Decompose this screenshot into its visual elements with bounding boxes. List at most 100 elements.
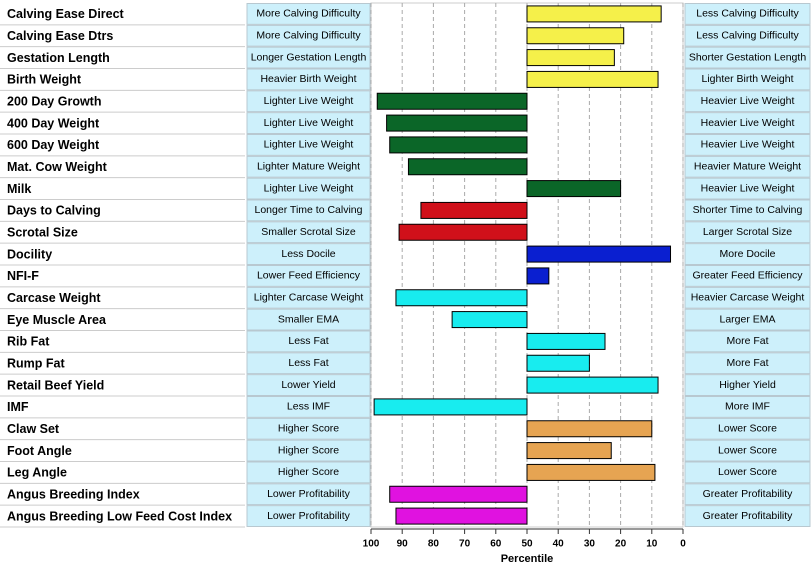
left-description: More Calving Difficulty: [256, 30, 361, 42]
left-box: [246, 352, 371, 375]
right-description: More IMF: [725, 401, 770, 413]
right-box: [684, 374, 811, 396]
row-label: Carcase Weight: [7, 291, 101, 305]
right-box: [684, 265, 811, 287]
x-tick-label: 0: [680, 539, 686, 550]
right-description: Lighter Birth Weight: [701, 73, 793, 85]
bar: [407, 158, 528, 176]
x-tick-label: 60: [490, 539, 502, 550]
left-box: [246, 505, 371, 527]
right-description: Lower Score: [718, 466, 777, 478]
left-box: [246, 308, 371, 331]
row-label: 400 Day Weight: [7, 116, 100, 130]
left-box: [246, 90, 371, 113]
row-label: Days to Calving: [7, 204, 101, 218]
left-description: Longer Gestation Length: [251, 51, 367, 63]
left-description: Less Fat: [288, 357, 328, 369]
right-box: [684, 199, 811, 222]
left-description: Lighter Live Weight: [264, 117, 354, 129]
bar: [389, 485, 528, 503]
right-box: [684, 330, 811, 353]
row-label: Claw Set: [7, 422, 60, 436]
right-box: [684, 308, 811, 331]
bar: [526, 332, 606, 350]
bar: [395, 289, 528, 307]
bar: [526, 27, 625, 45]
right-description: Less Calving Difficulty: [696, 8, 799, 20]
left-description: Lighter Mature Weight: [257, 161, 360, 173]
row-label: NFI-F: [7, 269, 39, 283]
left-box: [246, 177, 371, 200]
bar: [526, 442, 612, 460]
left-box: [246, 3, 371, 25]
row-label: Retail Beef Yield: [7, 378, 104, 392]
left-box: [246, 68, 371, 91]
right-description: More Fat: [726, 335, 768, 347]
right-description: Greater Profitability: [703, 510, 794, 522]
left-box: [246, 396, 371, 418]
left-box: [246, 112, 371, 134]
bar: [526, 70, 659, 88]
right-description: Larger Scrotal Size: [703, 226, 792, 238]
bar: [386, 114, 528, 132]
left-description: Lower Feed Efficiency: [257, 270, 361, 282]
row-label: 200 Day Growth: [7, 95, 101, 109]
bar: [526, 267, 550, 285]
right-description: Larger EMA: [719, 313, 775, 325]
right-box: [684, 112, 811, 134]
left-box: [246, 439, 371, 462]
right-box: [684, 243, 811, 266]
left-description: More Calving Difficulty: [256, 8, 361, 20]
right-description: Heavier Live Weight: [701, 117, 795, 129]
bar: [526, 49, 615, 67]
bar: [398, 223, 528, 241]
left-box: [246, 374, 371, 396]
left-description: Less Fat: [288, 335, 328, 347]
right-description: Greater Profitability: [703, 488, 794, 500]
right-description: Shorter Time to Calving: [693, 204, 803, 216]
right-box: [684, 461, 811, 484]
bar: [526, 5, 662, 23]
bar: [451, 311, 528, 329]
left-description: Smaller Scrotal Size: [261, 226, 356, 238]
x-tick-label: 30: [584, 539, 596, 550]
row-label: Calving Ease Dtrs: [7, 29, 113, 43]
right-box: [684, 483, 811, 506]
bar: [389, 136, 528, 154]
right-box: [684, 505, 811, 527]
row-label: Calving Ease Direct: [7, 7, 125, 21]
bar: [376, 92, 528, 110]
left-description: Less IMF: [287, 401, 330, 413]
right-box: [684, 221, 811, 244]
right-box: [684, 90, 811, 113]
left-box: [246, 243, 371, 266]
left-description: Lighter Live Weight: [264, 139, 354, 151]
left-description: Less Docile: [281, 248, 335, 260]
right-box: [684, 68, 811, 91]
x-axis-title: Percentile: [501, 553, 554, 565]
bar: [526, 180, 622, 198]
right-description: Heavier Live Weight: [701, 139, 795, 151]
bar: [526, 420, 653, 438]
x-tick-label: 70: [459, 539, 471, 550]
x-tick-label: 40: [553, 539, 565, 550]
row-label: Docility: [7, 247, 52, 261]
right-description: Less Calving Difficulty: [696, 30, 799, 42]
x-tick-label: 90: [397, 539, 409, 550]
row-label: Leg Angle: [7, 466, 67, 480]
row-label: IMF: [7, 400, 29, 414]
right-box: [684, 134, 811, 156]
right-box: [684, 155, 811, 178]
right-description: Heavier Carcase Weight: [691, 292, 805, 304]
right-box: [684, 396, 811, 418]
x-tick-label: 10: [646, 539, 658, 550]
left-box: [246, 24, 371, 47]
right-box: [684, 286, 811, 309]
left-box: [246, 265, 371, 287]
row-label: Gestation Length: [7, 51, 110, 65]
left-box: [246, 417, 371, 440]
right-description: More Fat: [726, 357, 768, 369]
x-tick-label: 20: [615, 539, 627, 550]
